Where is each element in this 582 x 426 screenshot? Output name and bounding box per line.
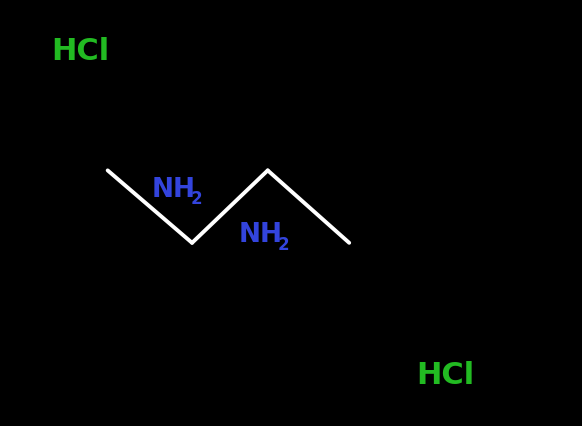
Text: 2: 2 xyxy=(190,190,202,208)
Text: NH: NH xyxy=(239,222,283,248)
Text: NH: NH xyxy=(151,176,196,203)
Text: 2: 2 xyxy=(278,236,289,253)
Text: HCl: HCl xyxy=(416,361,474,390)
Text: HCl: HCl xyxy=(51,37,109,66)
